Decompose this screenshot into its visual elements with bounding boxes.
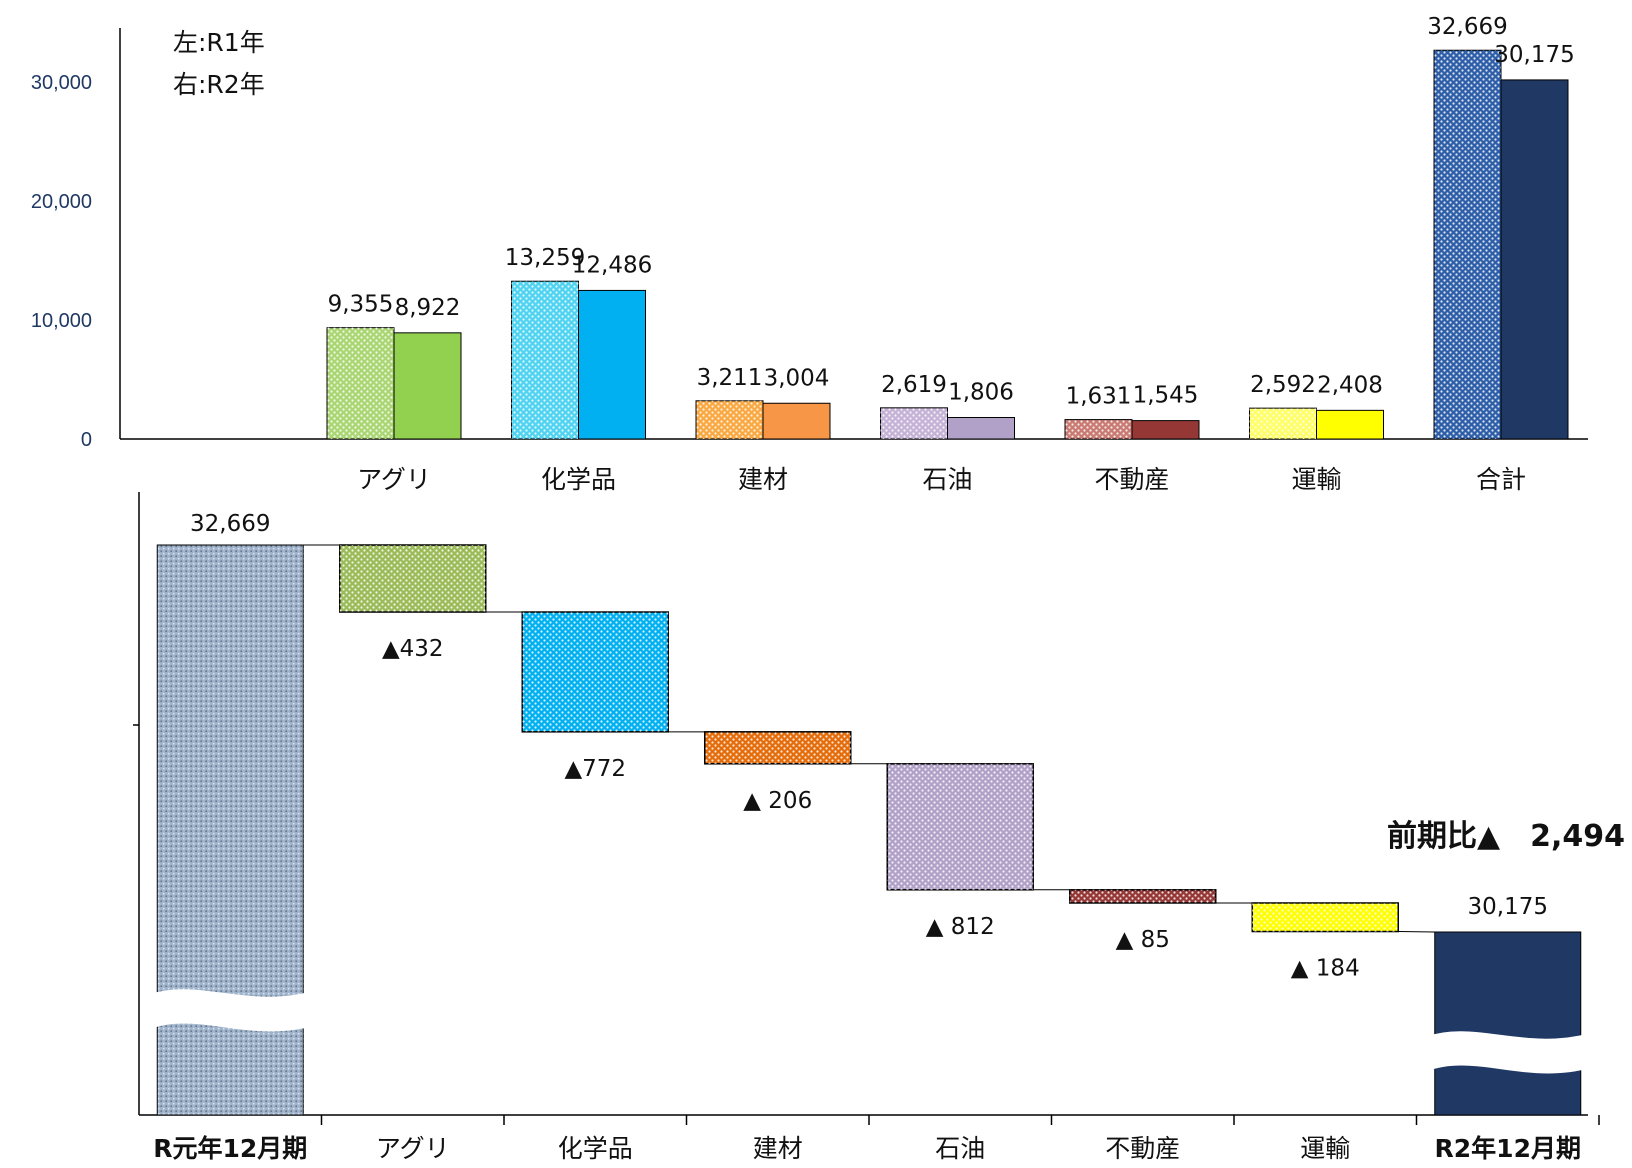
y-tick-label: 0	[81, 429, 92, 451]
data-label-r1: 32,669	[1427, 14, 1507, 40]
y-tick-label: 20,000	[31, 191, 92, 213]
data-label-r1: 1,631	[1066, 384, 1132, 410]
waterfall-category-label: R元年12月期	[153, 1134, 307, 1163]
waterfall-category-label: 運輸	[1300, 1134, 1350, 1163]
bar-r1-texture	[511, 281, 579, 439]
waterfall-category-label: 建材	[753, 1134, 803, 1163]
top-bar-chart: 0 10,000 20,000 30,000 9,355 8,922 13,25912,4…	[31, 14, 1588, 494]
data-label-r2: 12,486	[572, 252, 652, 278]
axis-break-gap	[1424, 1032, 1591, 1074]
data-label-r2: 8,922	[395, 295, 461, 321]
axis-break-gap	[147, 990, 314, 1032]
waterfall-category-label: アグリ	[376, 1134, 450, 1163]
data-label-r1: 3,211	[697, 365, 763, 391]
waterfall-change-label: ▲772	[564, 756, 626, 782]
legend-item-r2: 右:R2年	[173, 70, 265, 99]
category-label: 化学品	[541, 465, 616, 494]
category-label: 石油	[922, 465, 972, 494]
axis-break-line	[1424, 1031, 1592, 1041]
category-label: 建材	[738, 465, 788, 494]
waterfall-x-ticks	[320, 1115, 1600, 1125]
bar-r1-texture	[327, 327, 394, 439]
category-label: アグリ	[357, 465, 431, 494]
data-label-r1: 2,619	[881, 372, 947, 398]
bar-r2	[762, 402, 831, 440]
waterfall-change-texture	[339, 545, 486, 613]
waterfall-category-label: R2年12月期	[1435, 1134, 1581, 1163]
data-label-r2: 2,408	[1317, 372, 1383, 398]
waterfall-labels: 32,669 ▲432 ▲772 ▲ 206 ▲ 812 ▲ 85 ▲ 184 30,175	[190, 511, 1548, 982]
legend: 左:R1年 右:R2年	[173, 28, 265, 99]
y-tick-label: 10,000	[31, 310, 92, 332]
category-label: 運輸	[1291, 465, 1341, 494]
data-label-r2: 1,806	[948, 380, 1014, 406]
data-label-r2: 30,175	[1494, 42, 1574, 68]
waterfall-category-label: 不動産	[1105, 1134, 1180, 1163]
axis-break-line	[146, 989, 314, 999]
data-label-r1: 9,355	[328, 292, 394, 318]
waterfall-annotation: 前期比▲ 2,494	[1387, 819, 1625, 854]
waterfall-change-texture	[704, 731, 851, 764]
waterfall-category-labels: R元年12月期 アグリ 化学品 建材 石油 不動産 運輸 R2年12月期	[153, 1134, 1581, 1163]
waterfall-change-label: ▲ 812	[926, 914, 995, 940]
data-label-r2: 1,545	[1133, 383, 1199, 409]
waterfall-change-texture	[522, 612, 669, 732]
bar-r2	[1131, 420, 1200, 440]
bar-r2	[1316, 409, 1384, 440]
bar-r1-texture	[1249, 408, 1317, 439]
bar-r2	[1500, 79, 1569, 440]
bar-r1-texture	[696, 400, 763, 439]
waterfall-end-bar	[1434, 931, 1582, 1116]
waterfall-change-label: ▲ 184	[1291, 956, 1360, 982]
waterfall-category-label: 石油	[935, 1134, 985, 1163]
waterfall-change-label: ▲ 85	[1116, 927, 1170, 953]
legend-item-r1: 左:R1年	[173, 28, 265, 57]
top-y-ticks: 0 10,000 20,000 30,000	[31, 72, 92, 451]
bar-r1-texture	[1434, 50, 1501, 440]
data-label-r2: 3,004	[764, 365, 830, 391]
bar-r2	[578, 289, 646, 440]
waterfall-category-label: 化学品	[558, 1134, 633, 1163]
bar-r2	[393, 332, 462, 440]
waterfall-change-texture	[1252, 902, 1399, 932]
bar-r2	[947, 417, 1015, 440]
waterfall-connectors	[303, 544, 1435, 933]
waterfall-change-texture	[1069, 889, 1216, 903]
waterfall-bars	[146, 544, 1592, 1116]
data-label-r1: 13,259	[505, 245, 585, 271]
top-category-labels: アグリ 化学品 建材 石油 不動産 運輸 合計	[357, 465, 1526, 494]
y-tick-label: 30,000	[31, 72, 92, 94]
data-label-r1: 2,592	[1250, 372, 1316, 398]
top-bars	[326, 49, 1569, 440]
waterfall-start-label: 32,669	[190, 511, 270, 537]
bar-r1-texture	[880, 407, 948, 439]
category-label: 合計	[1476, 465, 1526, 494]
waterfall-change-label: ▲432	[382, 636, 444, 662]
waterfall-change-label: ▲ 206	[743, 788, 812, 814]
waterfall-chart: 32,669▲432▲772▲ 206▲ 812▲ 85▲ 18430,175 …	[133, 492, 1625, 1163]
bar-r1-texture	[1065, 419, 1132, 439]
category-label: 不動産	[1094, 465, 1169, 494]
waterfall-change-texture	[887, 763, 1034, 890]
waterfall-end-label: 30,175	[1468, 894, 1548, 920]
